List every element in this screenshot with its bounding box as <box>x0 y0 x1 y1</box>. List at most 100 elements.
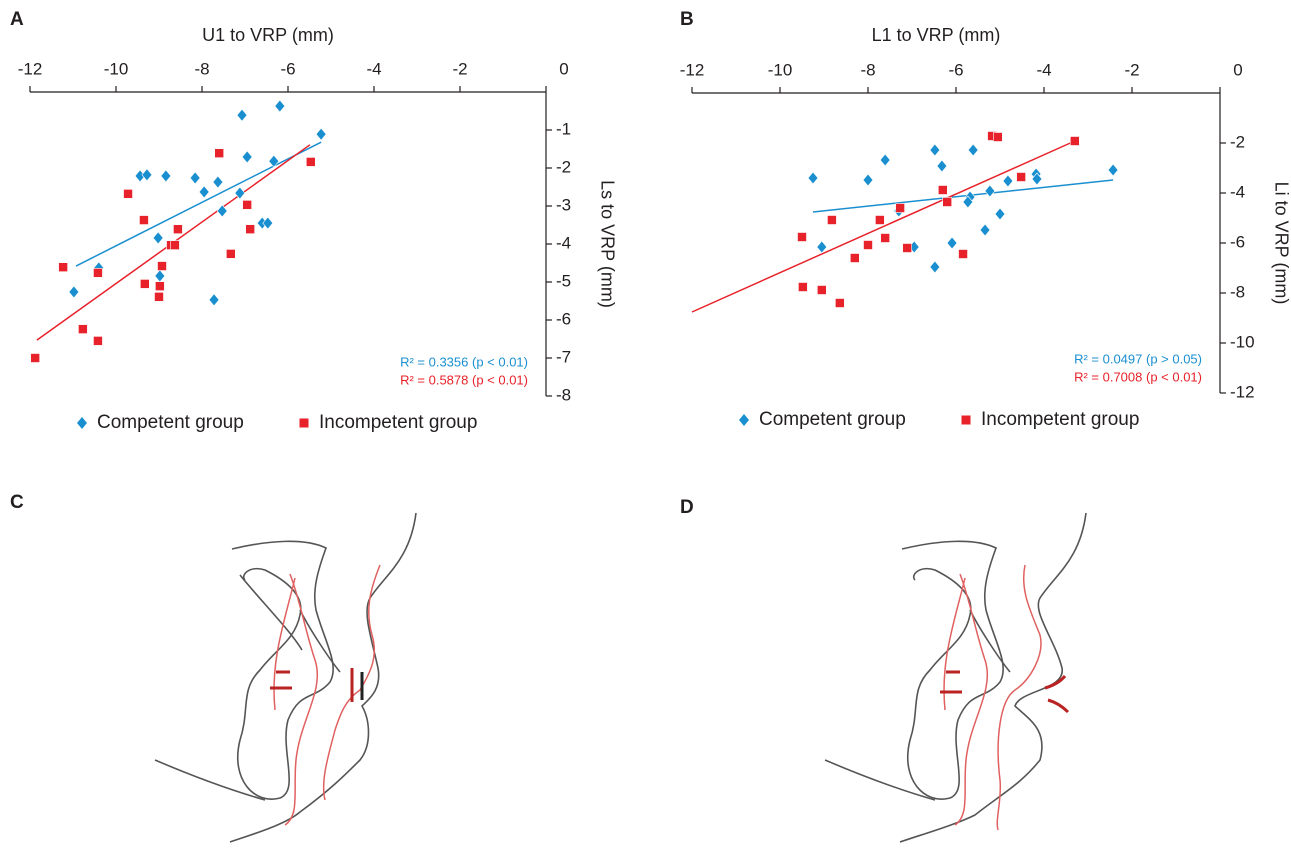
data-point <box>123 189 133 199</box>
data-point <box>875 215 885 225</box>
y-tick-label: -1 <box>556 119 571 138</box>
annotation: R² = 0.3356 (p < 0.01) <box>400 354 528 369</box>
data-point <box>1031 172 1043 186</box>
data-point <box>234 186 246 200</box>
data-point <box>946 236 958 250</box>
legend-label: Incompetent group <box>319 412 477 433</box>
y-tick-label: -7 <box>556 347 571 366</box>
x-tick-label: -6 <box>280 59 295 78</box>
annotation: R² = 0.7008 (p < 0.01) <box>1074 369 1202 384</box>
profile-diagram <box>154 512 417 843</box>
data-point <box>214 148 224 158</box>
y-axis-title: Ls to VRP (mm) <box>597 180 617 308</box>
data-point <box>1016 172 1026 182</box>
data-point <box>967 143 979 157</box>
x-tick-label: -10 <box>768 60 793 79</box>
panel-label: B <box>680 9 694 30</box>
y-tick-label: -8 <box>556 385 571 404</box>
profile-diagram <box>824 512 1087 843</box>
y-tick-label: -5 <box>556 271 571 290</box>
y-axis-title: Li to VRP (mm) <box>1271 182 1291 305</box>
data-point <box>154 269 166 283</box>
data-point <box>198 185 210 199</box>
y-tick-label: -2 <box>1230 132 1245 151</box>
data-point <box>208 293 220 307</box>
legend-marker <box>299 418 309 428</box>
y-tick-label: -8 <box>1230 282 1245 301</box>
data-point <box>902 243 912 253</box>
data-point <box>1107 163 1119 177</box>
data-point <box>58 262 68 272</box>
legend-label: Incompetent group <box>981 409 1139 430</box>
data-point <box>68 285 80 299</box>
data-point <box>268 154 280 168</box>
data-point <box>236 108 248 122</box>
data-point <box>139 215 149 225</box>
data-point <box>879 153 891 167</box>
x-tick-label: -10 <box>104 59 129 78</box>
x-tick-label: -12 <box>18 59 43 78</box>
x-axis-title: U1 to VRP (mm) <box>202 25 334 45</box>
data-point <box>929 260 941 274</box>
data-point <box>1002 174 1014 188</box>
data-point <box>170 240 180 250</box>
trend-line <box>75 141 322 267</box>
data-point <box>93 336 103 346</box>
legend-marker <box>739 414 749 426</box>
data-point <box>936 159 948 173</box>
data-point <box>797 232 807 242</box>
legend-label: Competent group <box>97 412 244 433</box>
data-point <box>863 240 873 250</box>
data-point <box>305 157 316 167</box>
data-point <box>242 200 252 210</box>
data-point <box>807 171 819 185</box>
data-point <box>274 99 286 113</box>
data-point <box>798 282 808 292</box>
data-point <box>173 224 183 234</box>
data-point <box>1070 136 1080 146</box>
data-point <box>189 171 201 185</box>
data-point <box>315 127 327 141</box>
data-point <box>141 168 153 182</box>
data-point <box>93 268 103 278</box>
data-point <box>155 281 165 291</box>
data-point <box>157 261 167 271</box>
y-tick-label: -2 <box>556 157 571 176</box>
data-point <box>30 353 40 363</box>
y-tick-label: -12 <box>1230 382 1255 401</box>
annotation: R² = 0.0497 (p > 0.05) <box>1074 351 1202 366</box>
data-point <box>78 324 88 334</box>
data-point <box>816 285 827 295</box>
data-point <box>216 204 228 218</box>
data-point <box>994 207 1006 221</box>
data-point <box>835 298 845 308</box>
panel-label: C <box>10 492 24 513</box>
data-point <box>880 233 890 243</box>
x-tick-label: -8 <box>194 59 209 78</box>
data-point <box>895 203 905 213</box>
y-tick-label: -4 <box>556 233 571 252</box>
data-point <box>245 224 255 234</box>
trend-line <box>691 140 1076 313</box>
x-tick-label: -2 <box>1124 60 1139 79</box>
data-point <box>241 150 253 164</box>
x-tick-label: -4 <box>366 59 381 78</box>
data-point <box>929 143 941 157</box>
data-point <box>212 175 224 189</box>
data-point <box>979 223 991 237</box>
data-point <box>862 173 874 187</box>
y-tick-label: -6 <box>1230 232 1245 251</box>
legend-marker <box>77 417 87 429</box>
annotation: R² = 0.5878 (p < 0.01) <box>400 372 528 387</box>
data-point <box>958 249 968 259</box>
y-tick-label: -3 <box>556 195 571 214</box>
data-point <box>984 184 996 198</box>
data-point <box>937 185 948 195</box>
trend-line <box>812 179 1114 213</box>
legend-marker <box>961 415 971 425</box>
x-tick-label: -2 <box>452 59 467 78</box>
x-tick-label: -8 <box>860 60 875 79</box>
x-tick-label: -4 <box>1036 60 1051 79</box>
y-tick-label: -10 <box>1230 332 1255 351</box>
